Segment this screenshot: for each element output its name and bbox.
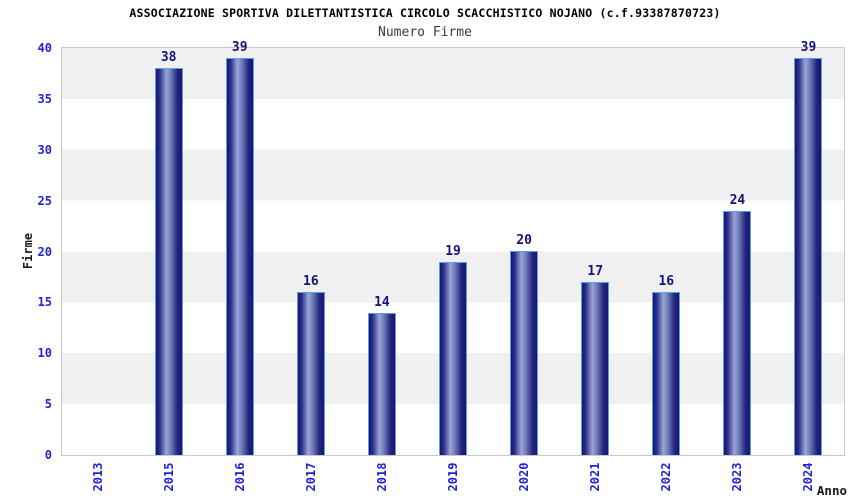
y-tick-label: 10	[37, 346, 52, 361]
plot-area: 0 5 10 15 20 25 30 35 40 38 39 16 14 19 20 17 16 24 39 20…	[38, 40, 845, 491]
y-tick-label: 15	[37, 295, 52, 310]
bar-slot: 39	[773, 40, 844, 455]
bar-slot: 19	[417, 48, 488, 455]
y-tick-label: 35	[37, 91, 52, 106]
x-tick-label: 2019	[446, 462, 460, 492]
x-tick-label: 2015	[161, 462, 176, 492]
bar-value-label: 39	[800, 40, 817, 55]
x-axis-tick-labels: 2013 2015 2016 2017 2018 2019 2020 2021 2022 2023…	[62, 455, 844, 501]
bar	[581, 282, 610, 455]
y-tick-label: 20	[37, 244, 52, 259]
bar-value-label: 16	[658, 274, 675, 289]
bar	[510, 251, 539, 455]
bar-slot: 16	[631, 48, 702, 455]
x-tick-label: 2013	[90, 462, 105, 492]
bar-slot: 38	[133, 48, 204, 455]
bar	[225, 58, 254, 455]
x-axis-title: Anno	[816, 483, 847, 498]
x-tick-label: 2017	[303, 462, 318, 492]
x-tick-label: 2022	[659, 462, 674, 492]
y-tick-label: 5	[44, 397, 52, 412]
bar-slot: 39	[204, 40, 275, 455]
y-tick-label: 25	[37, 193, 52, 208]
bar	[154, 68, 183, 455]
chart-subtitle: Numero Firme	[378, 25, 472, 40]
y-tick-label: 40	[37, 41, 52, 55]
bar-value-label: 20	[516, 233, 532, 248]
bar-slot: 14	[346, 48, 417, 455]
bar-value-label: 39	[231, 40, 248, 55]
bar-slot	[62, 48, 133, 455]
bar	[296, 292, 325, 455]
bar-value-label: 17	[587, 264, 604, 279]
bar-value-label: 24	[729, 193, 746, 208]
x-tick-label: 2024	[801, 462, 816, 492]
bar	[439, 262, 468, 455]
bars-container: 38 39 16 14 19 20 17 16 24 39	[62, 40, 844, 455]
bar	[723, 211, 752, 455]
bar-slot: 24	[702, 48, 773, 455]
bar-slot: 20	[489, 48, 560, 455]
bar-value-label: 19	[445, 244, 461, 259]
x-tick-label: 2023	[730, 462, 745, 492]
bar	[652, 292, 681, 455]
bar-slot: 17	[560, 48, 631, 455]
bar-slot: 16	[275, 48, 346, 455]
bar	[794, 58, 823, 455]
chart-title: ASSOCIAZIONE SPORTIVA DILETTANTISTICA CI…	[129, 6, 721, 20]
x-tick-label: 2020	[517, 462, 532, 492]
y-tick-label: 30	[37, 142, 52, 157]
bar-value-label: 38	[160, 50, 177, 65]
x-tick-label: 2021	[588, 462, 603, 492]
x-tick-label: 2016	[232, 462, 247, 492]
bar-value-label: 16	[303, 274, 319, 289]
y-axis-title: Firme	[21, 232, 35, 270]
y-tick-label: 0	[44, 448, 52, 462]
bar	[367, 313, 396, 455]
bar-value-label: 14	[374, 295, 390, 310]
x-tick-label: 2018	[374, 462, 389, 492]
